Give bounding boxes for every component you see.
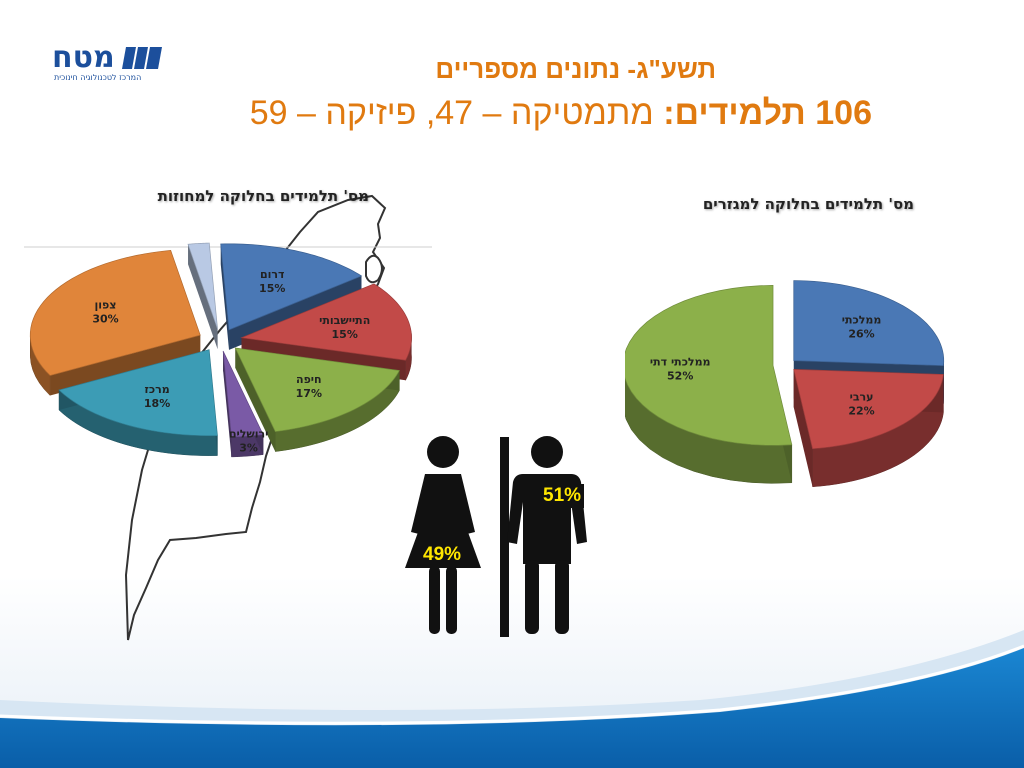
districts-slice-edge-6-0: [50, 335, 201, 396]
students-label: תלמידים:: [663, 94, 806, 132]
districts-slice-edge-0-0: [188, 244, 218, 349]
male-percent: 51%: [540, 484, 585, 508]
chart1-title: מס' תלמידים בחלוקה למחוזות: [157, 187, 369, 205]
sectors-slice-1: [793, 369, 944, 450]
districts-label-3: חיפה: [296, 373, 322, 386]
divider-bar: [500, 437, 509, 637]
districts-value-3: 17%: [296, 387, 322, 400]
sectors-slice-2: [625, 285, 793, 446]
female-icon: [405, 436, 481, 634]
logo-subtitle: המרכז לטכנולוגיה חינוכית: [54, 73, 142, 82]
sectors-label-0: ממלכתי: [842, 314, 882, 327]
sectors-label-1: ערבי: [850, 390, 874, 403]
districts-value-1: 15%: [259, 282, 285, 295]
students-count: 106: [815, 94, 872, 132]
sectors-slice-0: [793, 280, 945, 367]
districts-slice-edge-1-0: [220, 243, 230, 350]
districts-slice-5: [58, 349, 218, 437]
subjects-breakdown: מתמטיקה – 47, פיזיקה – 59: [249, 94, 654, 132]
districts-slice-2: [240, 283, 412, 361]
page-title: תשע"ג- נתונים מספריים: [435, 54, 716, 84]
districts-slice-3: [234, 347, 400, 432]
chart2-title: מס' תלמידים בחלוקה למגזרים: [702, 195, 914, 213]
districts-label-1: דרום: [260, 268, 285, 281]
gender-infographic: [405, 436, 587, 637]
districts-label-2: התיישבותי: [319, 314, 370, 327]
districts-value-4: 3%: [239, 441, 258, 454]
sectors-slice-edge-1-1: [793, 369, 813, 487]
districts-slice-1: [220, 243, 363, 331]
districts-value-2: 15%: [332, 328, 358, 341]
districts-value-6: 30%: [92, 313, 118, 326]
sectors-label-2: ממלכתי דתי: [650, 356, 711, 369]
districts-slice-6: [29, 250, 201, 376]
districts-value-5: 18%: [144, 397, 170, 410]
page-subtitle: 106 תלמידים: מתמטיקה – 47, פיזיקה – 59: [250, 94, 872, 133]
districts-slice-0: [187, 242, 218, 330]
male-icon: [507, 436, 587, 634]
districts-slice-edge-3-1: [235, 347, 276, 452]
logo-word: מטח: [52, 40, 115, 75]
female-percent: 49%: [420, 543, 465, 567]
districts-slice-4: [222, 350, 264, 438]
districts-label-5: מרכז: [144, 383, 169, 396]
districts-pie-chart: תל אביב2%דרום15%התיישבותי15%חיפה17%ירושל…: [29, 242, 412, 458]
sectors-value-2: 52%: [667, 370, 693, 383]
sectors-value-0: 26%: [848, 328, 874, 341]
logo-mark-icon: [122, 47, 162, 69]
districts-slice-edge-4-1: [223, 351, 232, 457]
districts-label-4: ירושלים: [229, 427, 269, 440]
logo: מטח המרכז לטכנולוגיה חינוכית: [52, 43, 167, 83]
districts-label-6: צפון: [95, 299, 117, 312]
sectors-value-1: 22%: [848, 404, 874, 417]
